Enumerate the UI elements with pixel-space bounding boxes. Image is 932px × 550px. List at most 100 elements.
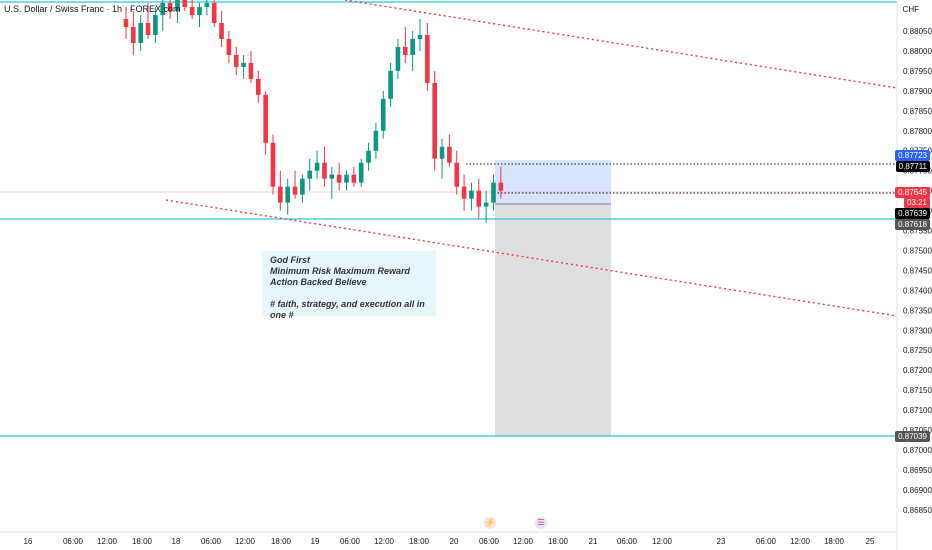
candle-body [380,98,386,131]
candle-body [182,0,188,8]
price-label-support: 0.87618 [895,219,930,230]
price-tick: 0.86850 [903,506,932,515]
candle-body [336,174,342,183]
price-label-upper: 0.87723 [895,150,930,161]
candle-body [233,54,239,67]
candle-body [189,7,195,16]
candle-body [425,34,430,83]
time-tick: 18:00 [132,537,153,546]
candle-body [256,78,261,95]
candle-body [366,150,371,163]
price-label-entry: 0.87639 [895,208,930,219]
price-tick: 0.87950 [903,67,932,76]
price-label-lower-support: 0.87039 [895,431,930,442]
candle-body [491,182,496,203]
us-flag-event-icon[interactable]: ☰ [535,517,547,529]
candle-body [351,174,357,183]
candle-body [498,182,504,191]
candle-body [138,23,143,43]
price-label-line: 0.87711 [895,161,930,172]
trend-lines [0,0,898,437]
price-tick: 0.87450 [903,266,932,275]
time-tick: 06:00 [479,537,500,546]
time-tick: 06:00 [201,537,222,546]
currency-label: CHF [902,5,919,14]
time-tick: 06:00 [63,537,84,546]
chart-title: U.S. Dollar / Swiss Franc · 1h · FOREX.c… [4,4,181,14]
price-tick: 0.88000 [903,47,932,56]
candle-body [469,190,474,199]
price-tick: 0.87200 [903,366,932,375]
candle-body [160,3,166,16]
time-tick: 21 [589,537,598,546]
candle-body [211,3,217,24]
annotation-note[interactable]: God First Minimum Risk Maximum Reward Ac… [262,251,436,320]
time-tick: 23 [717,537,726,546]
target-zone [495,160,611,204]
candle-body [219,23,224,39]
candle-body [123,19,129,28]
candle-body [410,38,415,55]
price-tick: 0.87350 [903,306,932,315]
candle-body [292,186,298,195]
price-tick: 0.87150 [903,386,932,395]
candle-body [447,146,452,163]
candle-body [439,146,445,159]
price-tick: 0.87500 [903,246,932,255]
price-tick: 0.87050 [903,426,932,435]
position-zones [495,160,611,436]
channel-lower [165,199,898,317]
candle-body [476,190,482,207]
price-tick: 0.87550 [903,227,932,236]
time-tick: 25 [866,537,875,546]
candle-body [388,70,393,99]
price-tick: 0.87250 [903,346,932,355]
price-tick: 0.87400 [903,286,932,295]
time-tick: 20 [450,537,459,546]
price-tick: 0.87000 [903,446,932,455]
candle-body [483,202,489,207]
price-tick: 0.86950 [903,466,932,475]
time-tick: 12:00 [235,537,256,546]
time-tick: 06:00 [617,537,638,546]
candle-body [167,3,173,12]
candle-body [270,142,276,187]
price-tick: 0.86900 [903,486,932,495]
candle-body [248,62,254,79]
price-tick: 0.87850 [903,107,932,116]
time-tick: 12:00 [652,537,673,546]
candle-body [403,46,408,55]
candle-body [322,162,327,179]
note-line-2: Minimum Risk Maximum Reward [270,266,411,276]
time-tick: 12:00 [374,537,395,546]
note-line-1: God First [270,255,310,265]
time-tick: 12:00 [790,537,811,546]
candle-body [432,82,437,159]
price-tick: 0.87300 [903,326,932,335]
time-tick: 06:00 [340,537,361,546]
candle-body [454,162,460,187]
candle-body [263,94,268,143]
candle-body [344,174,349,183]
time-tick: 12:00 [513,537,534,546]
time-tick: 16 [24,537,33,546]
price-tick: 0.87800 [903,127,932,136]
note-line-4: # faith, strategy, and execution all in [270,299,425,309]
candle-body [175,0,180,12]
candle-body [329,174,335,179]
candle-body [461,186,467,199]
time-tick: 12:00 [97,537,118,546]
channel-upper [344,0,898,89]
candle-body [241,62,246,67]
countdown-label: 03:21 [903,197,930,208]
candle-body [278,186,283,203]
candle-body [153,15,158,35]
time-tick: 18:00 [548,537,569,546]
candle-body [395,46,401,71]
candle-body [226,38,232,55]
candle-body [417,34,423,39]
candle-body [204,3,210,8]
lightning-event-icon[interactable]: ⚡ [484,517,496,529]
